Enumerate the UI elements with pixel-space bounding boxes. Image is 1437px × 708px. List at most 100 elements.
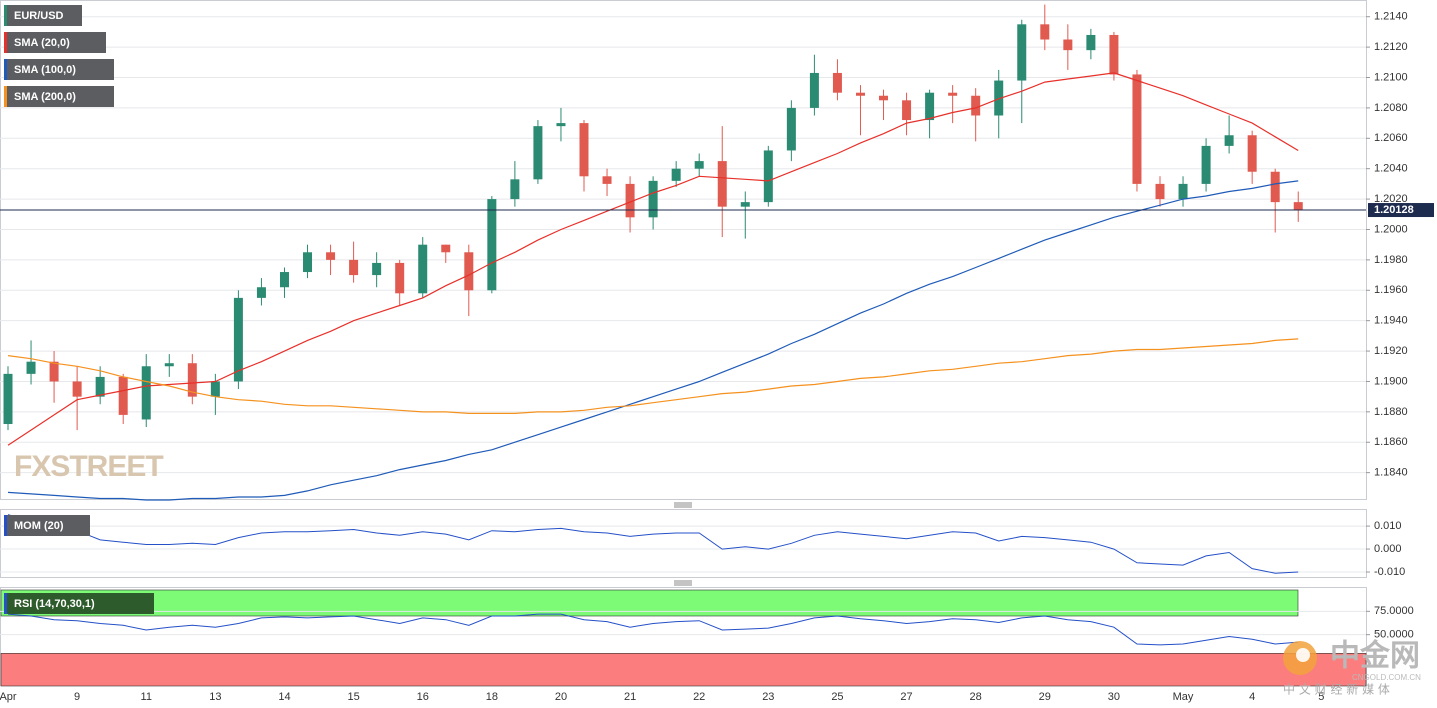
x-tick-label: 15 [347, 691, 359, 703]
y-tick-label: 0.000 [1374, 543, 1402, 555]
watermark-slogan: 中 文 财 经 新 媒 体 [1283, 682, 1390, 697]
x-tick-label: 4 [1249, 691, 1255, 703]
candle-body [579, 123, 589, 177]
legend-box [4, 59, 114, 80]
legend-box [4, 5, 82, 26]
mom-panel [0, 509, 1367, 578]
legend-item: MOM (20) [4, 515, 90, 536]
price-panel [0, 0, 1367, 500]
sma-line [7, 180, 1299, 501]
oversold-zone [0, 653, 1367, 687]
y-tick-label: 75.0000 [1374, 605, 1414, 617]
indicator-line [7, 613, 1299, 646]
candle-body [948, 92, 958, 96]
candle-body [1155, 183, 1165, 200]
candle-body [694, 161, 704, 169]
legend-box [4, 86, 114, 107]
x-tick-label: 16 [417, 691, 429, 703]
y-tick-label: 1.2040 [1374, 163, 1408, 175]
x-tick-label: 29 [1039, 691, 1051, 703]
candle-body [879, 95, 889, 101]
candle-body [1247, 135, 1257, 172]
candle-body [1132, 74, 1142, 184]
x-tick-label: 11 [141, 691, 152, 703]
candle-body [1293, 202, 1303, 210]
plot-layer: 1.1840 1.1860 1.1880 1.1900 1.1920 1.1940 1.19… [0, 4, 1434, 703]
legend-label: SMA (200,0) [14, 91, 76, 103]
y-tick-label: 1.1980 [1374, 254, 1408, 266]
x-tick-label: 30 [1108, 691, 1120, 703]
legend-item: RSI (14,70,30,1) [4, 593, 154, 614]
y-tick-label: 0.010 [1374, 520, 1402, 532]
candle-body [326, 252, 336, 260]
panel-handle[interactable] [674, 502, 692, 586]
candle-body [1040, 24, 1050, 40]
candle-body [1017, 24, 1027, 81]
y-tick-label: 1.1940 [1374, 315, 1408, 327]
candle-body [1063, 39, 1073, 51]
x-tick-label: 18 [486, 691, 498, 703]
candle-body [994, 80, 1004, 116]
legend-item: SMA (20,0) [4, 32, 106, 53]
y-tick-label: 1.2000 [1374, 223, 1408, 235]
candle-body [464, 252, 474, 291]
candle-body [372, 262, 382, 276]
candle-body [625, 183, 635, 218]
y-tick-label: 50.0000 [1374, 629, 1414, 641]
candle-body [740, 202, 750, 207]
candle-body [1270, 171, 1280, 203]
candle-body [855, 92, 865, 96]
candle-body [95, 376, 105, 397]
x-tick-label: 27 [900, 691, 912, 703]
legend-label: RSI (14,70,30,1) [14, 598, 95, 610]
legend-swatch [4, 59, 7, 80]
x-tick-label: 22 [693, 691, 705, 703]
sma-line [7, 338, 1299, 414]
legend-swatch [4, 86, 7, 107]
candle-body [26, 361, 36, 374]
candle-body [832, 72, 842, 93]
legend-label: MOM (20) [14, 520, 64, 532]
candle-body [763, 150, 773, 203]
y-tick-label: 1.2080 [1374, 102, 1408, 114]
candle-body [533, 126, 543, 180]
x-tick-label: 25 [831, 691, 843, 703]
candle-body [1178, 183, 1188, 200]
candle-body [1201, 145, 1211, 184]
candle-body [164, 363, 174, 367]
legend-label: SMA (20,0) [14, 37, 70, 49]
y-tick-label: 1.1880 [1374, 406, 1408, 418]
candle-body [418, 244, 428, 294]
x-tick-label: 20 [555, 691, 567, 703]
candle-body [902, 100, 912, 121]
candle-body [187, 363, 197, 397]
candle-body [717, 161, 727, 207]
watermark-logo: FXSTREET [14, 450, 163, 483]
watermark-logo-text: 中金网 [1330, 639, 1420, 674]
candle-body [256, 287, 266, 298]
candle-body [602, 176, 612, 184]
candle-body [786, 107, 796, 151]
last-price-label: 1.20128 [1374, 204, 1414, 216]
y-tick-label: 1.1960 [1374, 284, 1408, 296]
legend-label: EUR/USD [14, 10, 64, 22]
candle-body [1086, 34, 1096, 51]
legend-item: SMA (100,0) [4, 59, 114, 80]
watermark-icon-inner [1296, 648, 1310, 662]
candle-body [510, 179, 520, 200]
candle-body [487, 199, 497, 291]
x-tick-label: 5 [1318, 691, 1324, 703]
y-tick-label: 1.2060 [1374, 132, 1408, 144]
candle-body [556, 123, 566, 127]
candle-body [925, 92, 935, 121]
candle-body [349, 259, 359, 276]
watermark-site: CNGOLD.COM.CN [1352, 673, 1421, 682]
candle-body [395, 262, 405, 294]
candle-body [1224, 135, 1234, 146]
legend-swatch [4, 32, 7, 53]
candle-body [971, 95, 981, 116]
legend-swatch [4, 593, 7, 614]
sma-line [7, 72, 1299, 446]
